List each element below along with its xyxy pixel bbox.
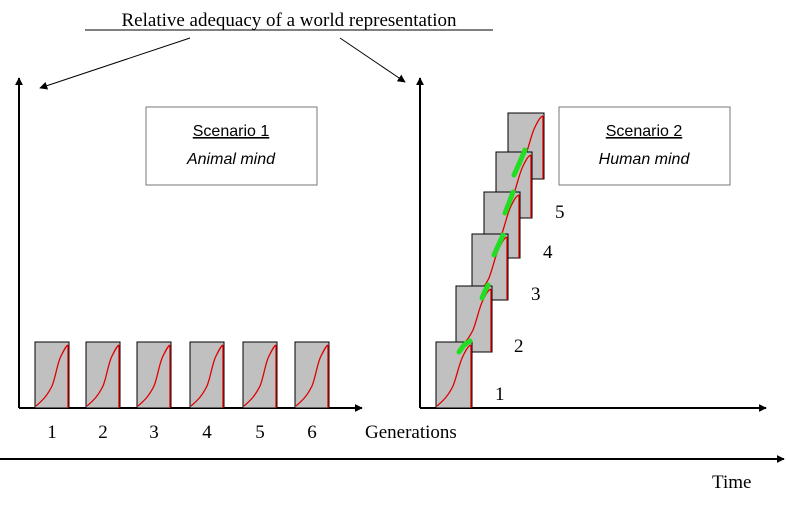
gen-box-2 xyxy=(85,341,121,409)
scenario2-box xyxy=(558,106,731,186)
stair-box-2 xyxy=(455,285,493,353)
transfer-dash xyxy=(511,147,528,178)
scenario1-generations xyxy=(34,341,330,409)
step-label: 4 xyxy=(543,242,553,263)
generation-label: 3 xyxy=(149,422,159,443)
title-arrow-left xyxy=(39,37,191,90)
generation-label: 4 xyxy=(202,422,212,443)
generations-axis-label: Generations xyxy=(365,422,457,443)
scenario1-subtitle: Animal mind xyxy=(186,151,276,168)
generation-label: 1 xyxy=(47,422,57,443)
gen-box-5 xyxy=(242,341,278,409)
transfer-dash xyxy=(479,282,491,301)
knowledge-transfer-path xyxy=(456,147,528,355)
transfer-dash xyxy=(502,189,516,216)
step-label: 3 xyxy=(531,284,541,305)
title-arrow-right xyxy=(339,37,406,83)
generation-label: 2 xyxy=(98,422,108,443)
scenario2-title: Scenario 2 xyxy=(606,123,683,140)
gen-box-4 xyxy=(189,341,225,409)
step-label: 1 xyxy=(495,384,505,405)
time-axis-label: Time xyxy=(712,472,751,493)
stair-box-1 xyxy=(435,341,473,409)
scenario1-title: Scenario 1 xyxy=(193,123,270,140)
gen-box-3 xyxy=(136,341,172,409)
step-label: 2 xyxy=(514,336,524,357)
scenario2-staircase xyxy=(435,112,545,409)
transfer-dash xyxy=(491,232,506,258)
scenario2-subtitle: Human mind xyxy=(599,151,691,168)
transfer-dash xyxy=(456,338,473,355)
scenario1-box xyxy=(145,106,318,186)
gen-box-1 xyxy=(34,341,70,409)
generation-label: 5 xyxy=(255,422,265,443)
step-label: 5 xyxy=(555,202,565,223)
generation-label: 6 xyxy=(307,422,317,443)
diagram-title: Relative adequacy of a world representat… xyxy=(122,10,457,31)
gen-box-6 xyxy=(294,341,330,409)
